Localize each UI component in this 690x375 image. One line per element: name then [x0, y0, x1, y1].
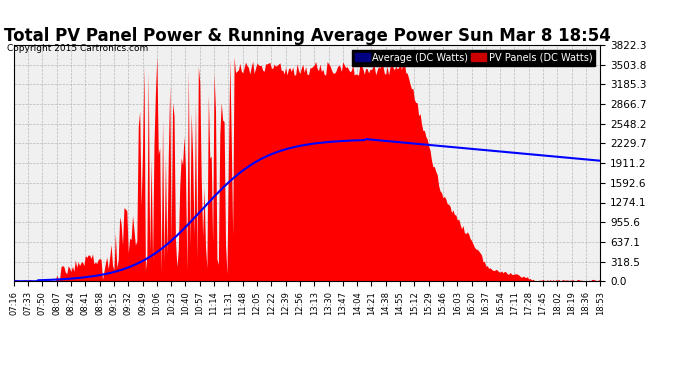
Legend: Average (DC Watts), PV Panels (DC Watts): Average (DC Watts), PV Panels (DC Watts)	[352, 50, 595, 66]
Text: Copyright 2015 Cartronics.com: Copyright 2015 Cartronics.com	[7, 44, 148, 52]
Title: Total PV Panel Power & Running Average Power Sun Mar 8 18:54: Total PV Panel Power & Running Average P…	[3, 27, 611, 45]
